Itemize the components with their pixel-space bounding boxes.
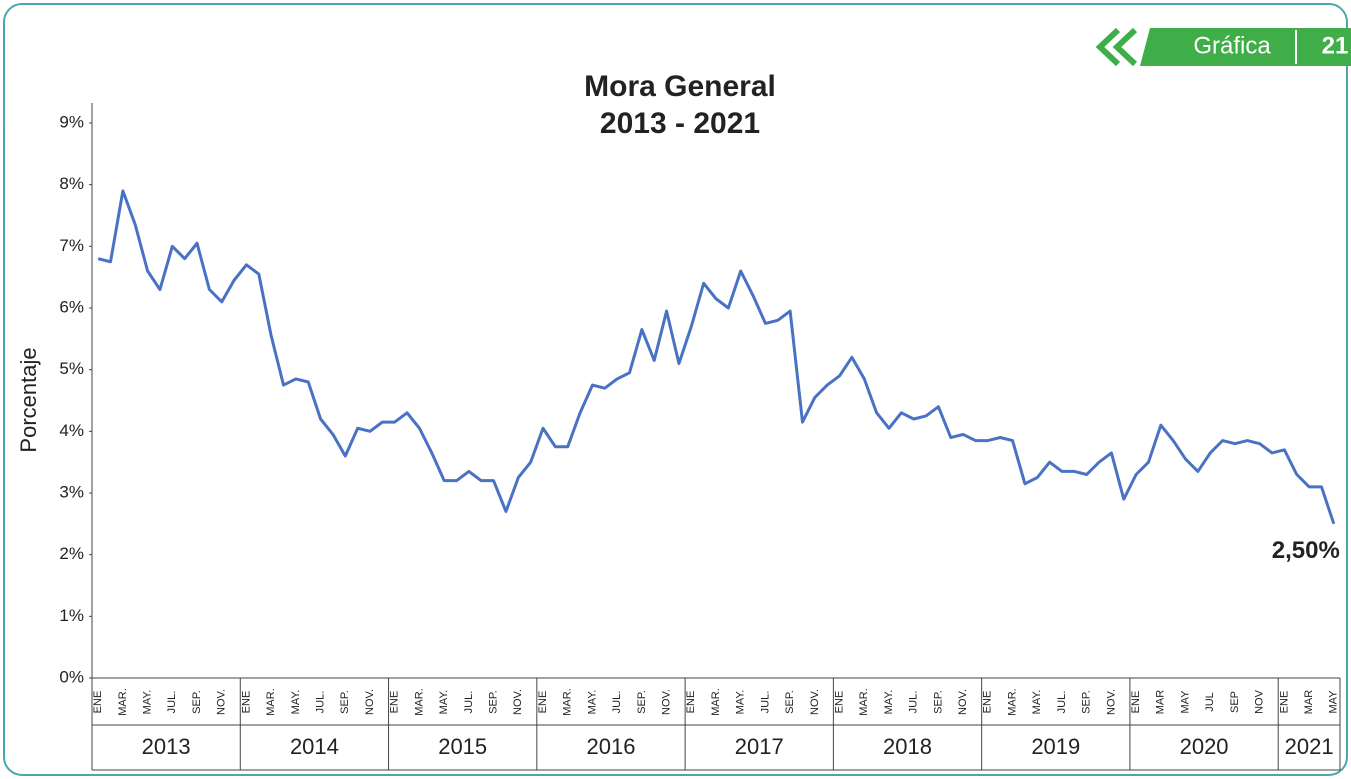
x-tick-label: JUL.: [1056, 691, 1068, 714]
x-tick-label: SEP: [1229, 691, 1241, 713]
y-tick-label: 9%: [59, 112, 84, 131]
x-tick-label: SEP.: [339, 690, 351, 714]
x-tick-label: SEP.: [636, 690, 648, 714]
x-tick-label: JUL: [1204, 692, 1216, 712]
y-tick-label: 1%: [59, 606, 84, 625]
x-tick-label: NOV.: [1105, 689, 1117, 715]
x-tick-label: JUL.: [315, 691, 327, 714]
x-tick-label: JUL.: [908, 691, 920, 714]
x-tick-label: MAY.: [1031, 690, 1043, 715]
y-tick-label: 0%: [59, 667, 84, 686]
year-label: 2016: [586, 734, 635, 759]
x-tick-label: JUL.: [463, 691, 475, 714]
x-tick-label: MAY.: [883, 690, 895, 715]
year-label: 2018: [883, 734, 932, 759]
x-tick-label: ENE: [833, 691, 845, 714]
x-tick-label: ENE: [1278, 691, 1290, 714]
tab-number: 21: [1322, 32, 1349, 59]
x-tick-label: MAR.: [117, 688, 129, 716]
chart-subtitle: 2013 - 2021: [600, 107, 760, 140]
x-tick-label: ENE: [92, 691, 104, 714]
x-tick-label: MAY.: [735, 690, 747, 715]
x-tick-label: NOV.: [809, 689, 821, 715]
x-tick-label: SEP.: [1081, 690, 1093, 714]
x-tick-label: MAY: [1179, 690, 1191, 714]
y-tick-label: 7%: [59, 236, 84, 255]
x-tick-label: ENE: [982, 691, 994, 714]
x-tick-label: MAR.: [710, 688, 722, 716]
line: [97, 189, 1336, 525]
x-tick-label: NOV.: [364, 689, 376, 715]
x-tick-label: ENE: [240, 691, 252, 714]
y-tick-label: 4%: [59, 421, 84, 440]
x-tick-label: NOV.: [216, 689, 228, 715]
tab: [1140, 28, 1351, 66]
x-tick-label: MAY.: [290, 690, 302, 715]
x-tick-label: ENE: [1130, 691, 1142, 714]
y-tick-label: 8%: [59, 174, 84, 193]
frame: [3, 3, 1348, 776]
year-label: 2019: [1031, 734, 1080, 759]
chevrons: [1095, 27, 1138, 67]
x-tick-label: MAY: [1328, 690, 1340, 714]
x-tick-label: MAR.: [858, 688, 870, 716]
x-tick-label: ENE: [685, 691, 697, 714]
year-label: 2021: [1285, 734, 1334, 759]
year-label: 2017: [735, 734, 784, 759]
x-tick-label: MAR: [1303, 690, 1315, 715]
header-tab: Gráfica 21: [1095, 27, 1351, 67]
tab-label: Gráfica: [1193, 32, 1271, 59]
x-tick-label: MAR: [1155, 690, 1167, 715]
x-tick-label: NOV: [1254, 689, 1266, 714]
x-tick-label: MAR.: [265, 688, 277, 716]
y-tick-label: 2%: [59, 544, 84, 563]
y-axis-label: Porcentaje: [16, 347, 41, 452]
x-tick-label: SEP.: [191, 690, 203, 714]
x-tick-label: MAY.: [142, 690, 154, 715]
x-tick-label: MAY.: [586, 690, 598, 715]
x-tick-label: SEP.: [487, 690, 499, 714]
x-tick-label: JUL.: [611, 691, 623, 714]
x-tick-label: MAR.: [413, 688, 425, 716]
x-tick-label: JUL.: [166, 691, 178, 714]
year-label: 2013: [142, 734, 191, 759]
x-tick-label: MAY.: [438, 690, 450, 715]
x-tick-label: SEP.: [932, 690, 944, 714]
x-tick-label: ENE: [389, 691, 401, 714]
x-tick-label: NOV.: [660, 689, 672, 715]
year-label: 2014: [290, 734, 339, 759]
x-tick-label: NOV.: [957, 689, 969, 715]
y-tick-label: 3%: [59, 482, 84, 501]
x-tick-label: NOV.: [512, 689, 524, 715]
x-tick-label: ENE: [537, 691, 549, 714]
x-tick-label: SEP.: [784, 690, 796, 714]
chart-title: Mora General: [584, 70, 776, 103]
data-label: 2,50%: [1272, 537, 1340, 564]
x-tick-label: MAR.: [1006, 688, 1018, 716]
x-tick-label: JUL.: [759, 691, 771, 714]
y-tick-label: 6%: [59, 297, 84, 316]
y-tick-label: 5%: [59, 359, 84, 378]
x-tick-label: MAR.: [562, 688, 574, 716]
year-label: 2020: [1180, 734, 1229, 759]
year-label: 2015: [438, 734, 487, 759]
